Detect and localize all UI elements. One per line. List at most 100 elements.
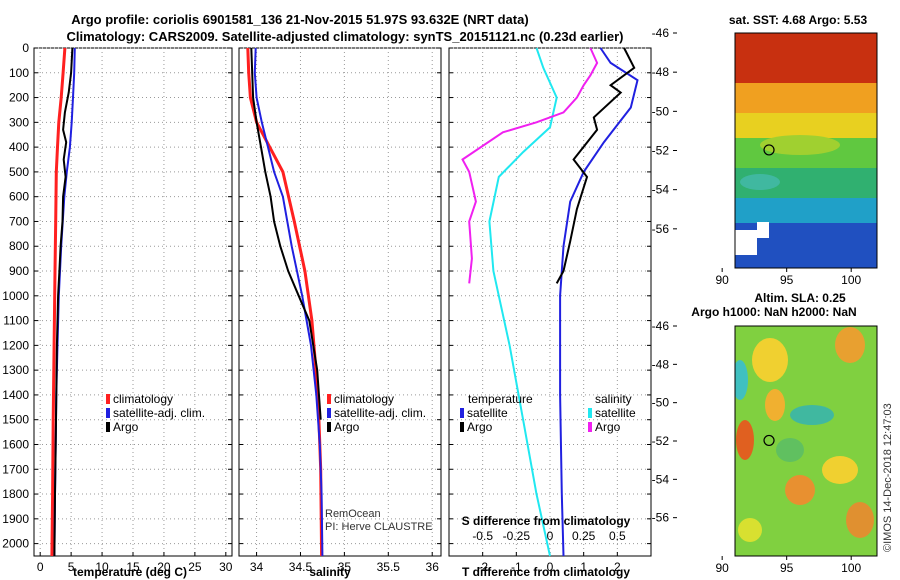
map-lon-label: 90 [715,561,729,575]
legend-swatch-t-argo [460,422,464,432]
legend-swatch-satellite [327,408,331,418]
legend-swatch-t-satellite [460,408,464,418]
x-tick-label: 2 [614,560,621,574]
x-tick-label: 36 [426,560,440,574]
title-line-1: Argo profile: coriolis 6901581_136 21-No… [71,12,528,27]
depth-tick-label: 500 [9,165,29,179]
depth-tick-label: 300 [9,115,29,129]
temperature-xlabel: temperature (deg C) [73,565,187,579]
depth-tick-label: 900 [9,264,29,278]
x-tick-label: 34.5 [289,560,313,574]
depth-tick-label: 1600 [2,437,29,451]
s-diff-tick-label: 0 [547,529,554,543]
x-tick-label: 5 [68,560,75,574]
series-line-t-argo [555,47,636,284]
s-diff-tick-label: 0.5 [609,529,626,543]
legend-climatology: climatology [334,392,394,406]
depth-tick-label: 1000 [2,289,29,303]
legend-argo: Argo [113,420,139,434]
map-lon-label: 95 [780,273,794,287]
map-lat-label: -56 [652,222,670,236]
depth-tick-label: 1800 [2,487,29,501]
map-lon-label: 95 [780,561,794,575]
x-tick-label: 1 [580,560,587,574]
depth-tick-label: 1200 [2,338,29,352]
series-line-argo [53,47,74,557]
temperature-legend: climatology satellite-adj. clim. Argo [106,392,205,434]
x-tick-label: 15 [126,560,140,574]
s-diff-tick-label: -0.25 [503,529,531,543]
map-lat-label: -52 [652,144,670,158]
map-lat-label: -48 [652,357,670,371]
sst-map-frame [734,32,878,269]
legend-temperature-title: temperature [468,392,533,406]
map-lat-label: -54 [652,472,670,486]
title-line-2: Climatology: CARS2009. Satellite-adjuste… [66,29,623,44]
series-line-climatology [50,47,67,557]
x-tick-label: 35 [338,560,352,574]
legend-satellite: satellite-adj. clim. [113,406,205,420]
legend-satellite: satellite-adj. clim. [334,406,426,420]
sst-map-title: sat. SST: 4.68 Argo: 5.53 [729,13,868,27]
sst-map: -46 -48 -50 -52 -54 -56 90 95 100 [652,26,878,287]
difference-x-ticks: -2 -1 0 1 2 [477,560,621,574]
series-line-climatology [246,47,324,557]
sla-argo-marker [763,434,775,447]
map-lat-label: -50 [652,396,670,410]
x-tick-label: 10 [95,560,109,574]
depth-tick-label: 400 [9,140,29,154]
salinity-difference-x-ticks: -0.5 -0.25 0 0.25 0.5 [472,529,626,543]
s-diff-tick-label: 0.25 [572,529,596,543]
x-tick-label: 35.5 [377,560,401,574]
s-difference-xlabel: S difference from climatology [462,514,631,528]
imos-credit: ©IMOS 14-Dec-2018 12:47:03 [882,403,894,552]
depth-axis-ticks: 0 100 200 300 400 500 600 700 800 900 1000 1100 1200… [2,41,29,551]
legend-argo: Argo [334,420,360,434]
sla-map-title-2: Argo h1000: NaN h2000: NaN [691,305,856,319]
depth-tick-label: 1300 [2,363,29,377]
series-line-s-satellite [488,47,558,557]
salinity-grid [239,47,441,556]
depth-tick-label: 1700 [2,462,29,476]
legend-s-argo: Argo [595,420,621,434]
depth-tick-label: 600 [9,190,29,204]
series-line-t-satellite [559,47,639,557]
depth-tick-label: 1500 [2,413,29,427]
depth-tick-label: 0 [22,41,29,55]
legend-climatology: climatology [113,392,173,406]
sla-map: -46 -48 -50 -52 -54 -56 90 95 100 [652,319,878,575]
sst-argo-marker [763,144,775,156]
salinity-lines [246,47,324,557]
sst-map-field [735,33,877,268]
series-line-satellite-adj-clim- [253,47,324,557]
map-lon-label: 100 [841,561,861,575]
depth-tick-label: 200 [9,91,29,105]
difference-grid [449,47,651,556]
sla-map-frame [734,325,878,557]
salinity-legend: climatology satellite-adj. clim. Argo [327,392,426,434]
s-diff-tick-label: -0.5 [472,529,493,543]
legend-t-argo: Argo [467,420,493,434]
depth-tick-label: 2000 [2,537,29,551]
argo-position-marker [763,144,775,156]
legend-swatch-argo [327,422,331,432]
legend-salinity-title: salinity [595,392,632,406]
temperature-lines [50,47,76,557]
x-tick-label: 20 [157,560,171,574]
salinity-xlabel: salinity [309,565,351,579]
map-lat-label: -46 [652,26,670,40]
legend-swatch-argo [106,422,110,432]
salinity-panel [238,47,442,557]
x-tick-label: 0 [547,560,554,574]
legend-swatch-satellite [106,408,110,418]
map-lat-label: -46 [652,319,670,333]
legend-s-satellite: satellite [595,406,636,420]
map-lat-label: -56 [652,511,670,525]
sst-map-ticks: -46 -48 -50 -52 -54 -56 90 95 100 [652,26,862,287]
sla-map-field [735,326,877,556]
x-tick-label: -1 [511,560,522,574]
depth-tick-label: 800 [9,239,29,253]
legend-swatch-s-satellite [588,408,592,418]
legend-swatch-climatology [327,394,331,404]
depth-tick-label: 100 [9,66,29,80]
